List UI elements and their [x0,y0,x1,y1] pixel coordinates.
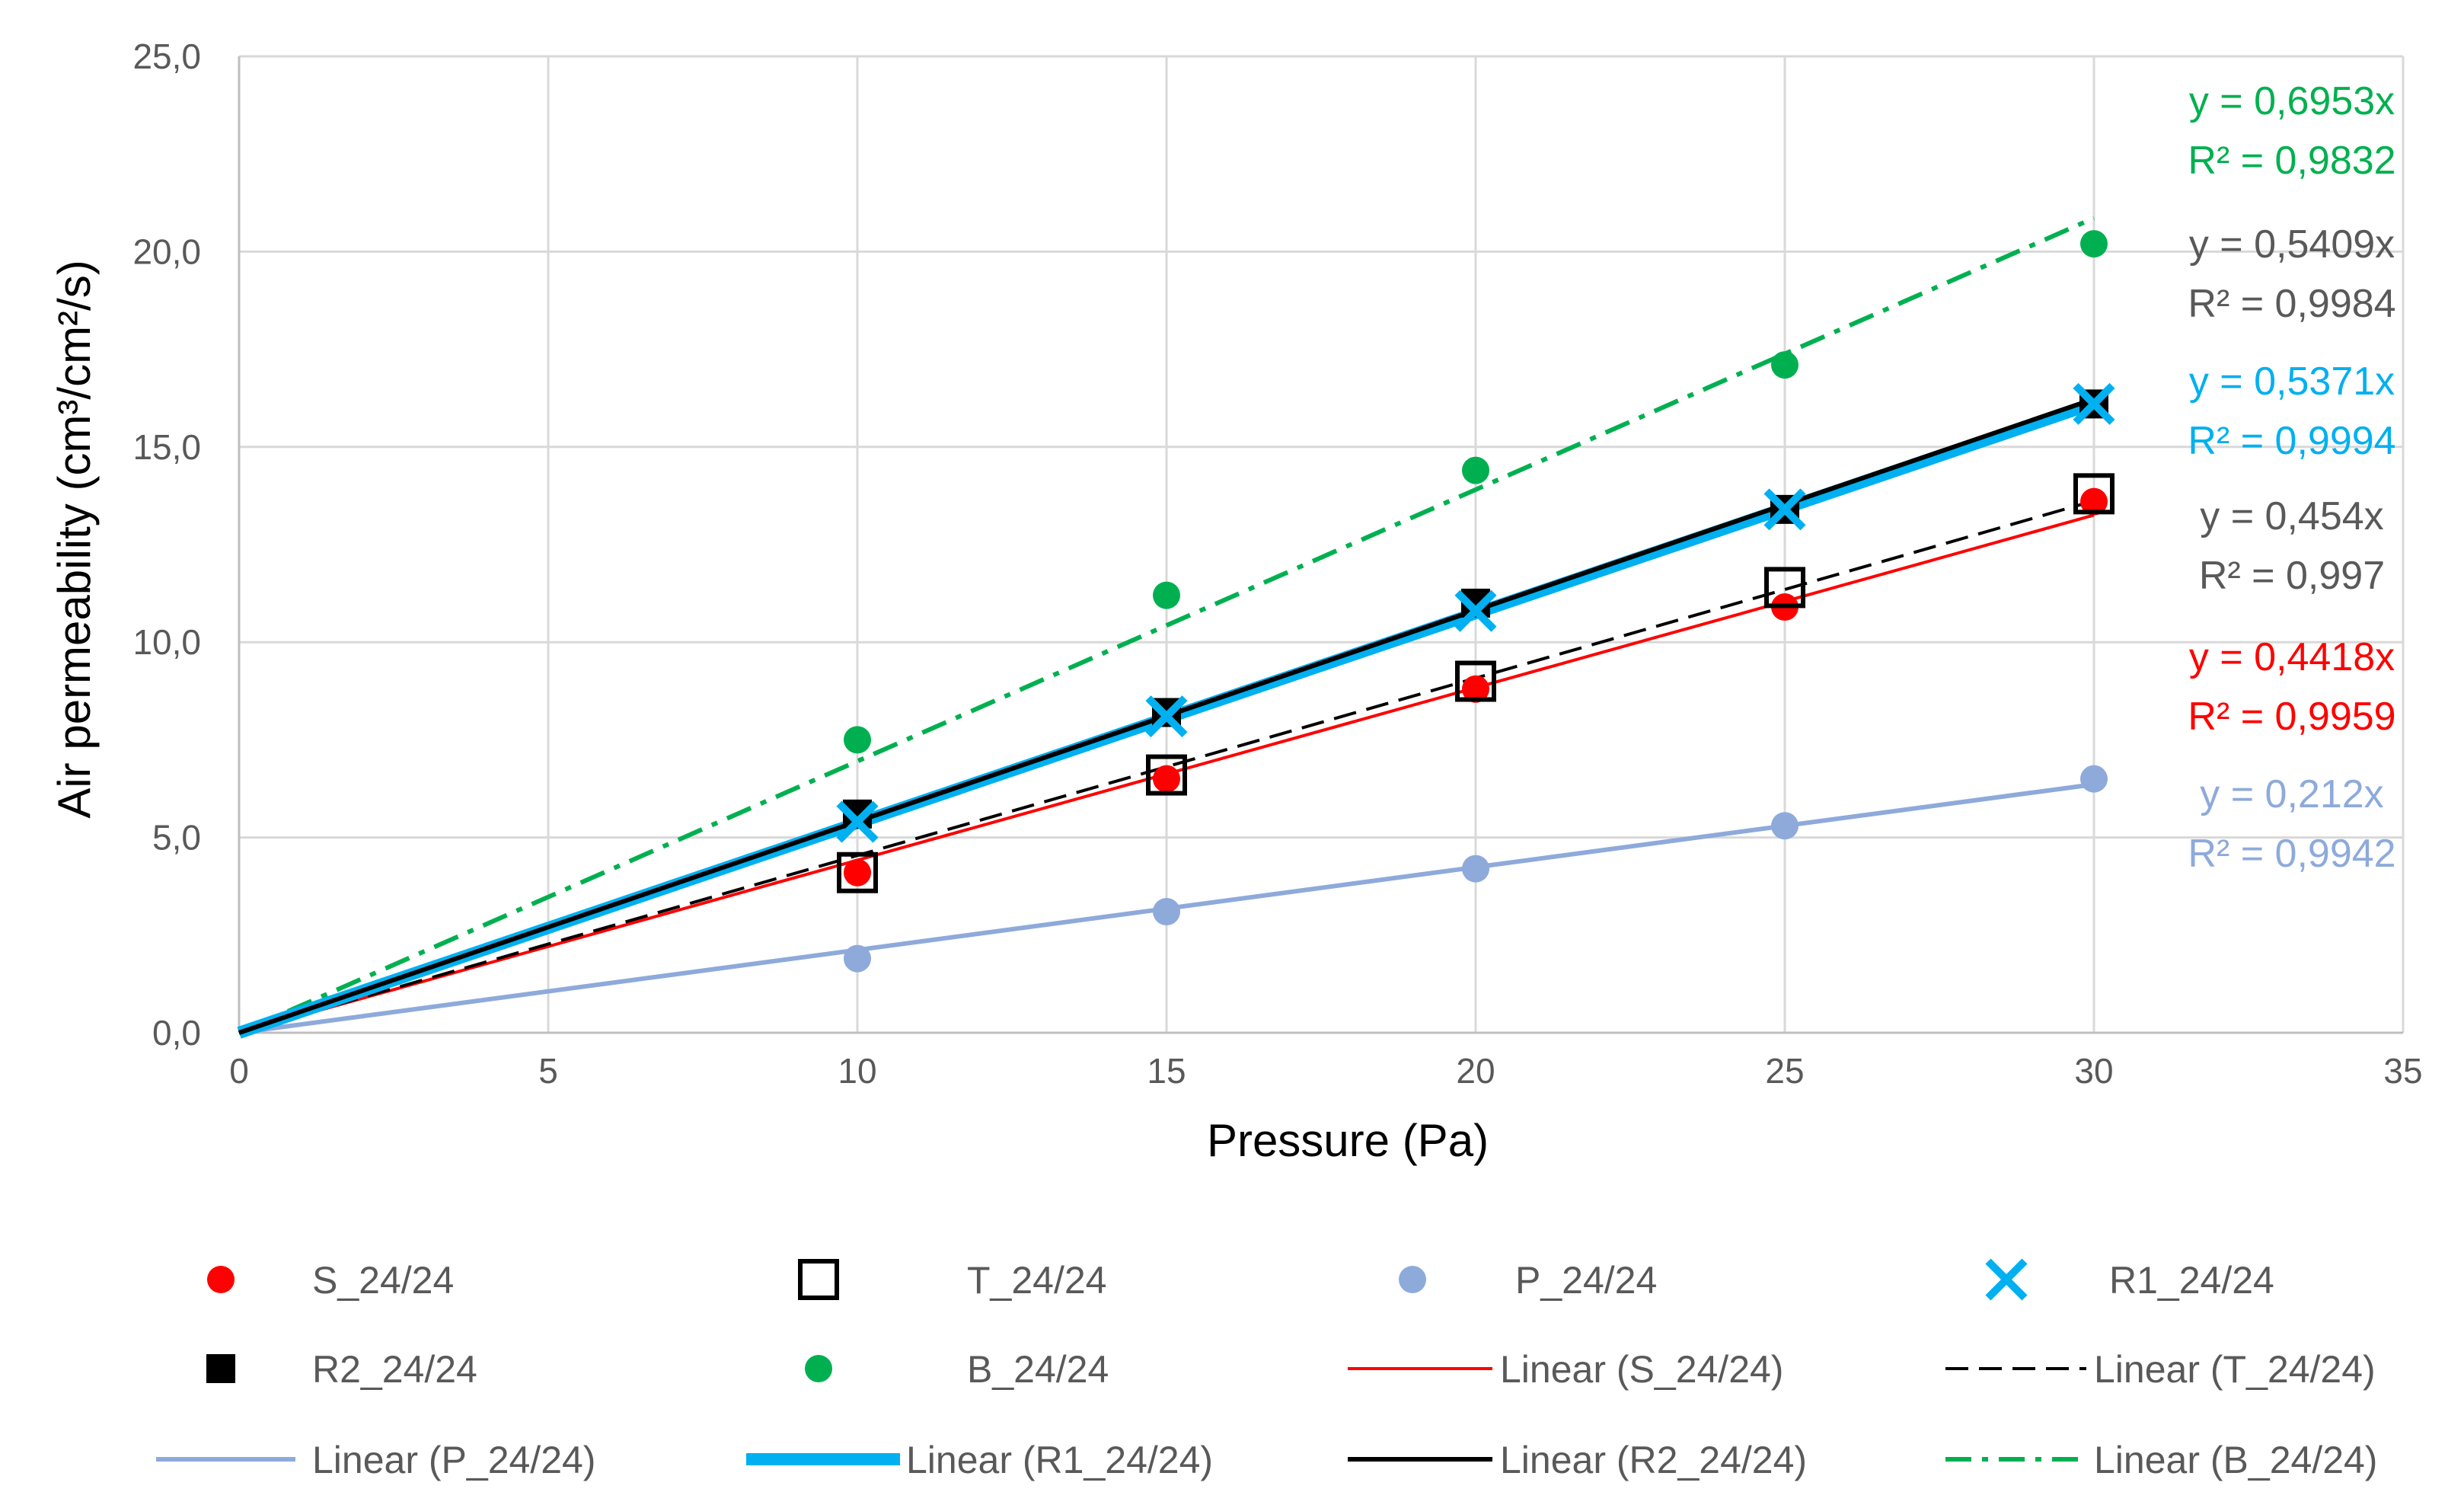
legend-item: B_24/24 [805,1348,1109,1391]
point-b-24-24 [1153,581,1180,609]
point-s-24-24 [1153,765,1180,793]
point-t-24-24 [1455,660,1496,702]
y-tick-label: 0,0 [152,1013,201,1053]
legend-symbol [1985,1258,2028,1301]
point-p-24-24 [2080,765,2108,793]
point-r1-24-24 [2073,382,2115,425]
trendline-equation: y = 0,5409x [2189,222,2395,267]
legend-item: Linear (T_24/24) [1945,1348,2376,1391]
grid-lines [239,55,2405,1033]
x-tick-label: 25 [1765,1051,1804,1091]
trendline-equation: y = 0,454x [2200,494,2383,538]
x-stroke [1454,589,1497,632]
y-tick-label: 20,0 [132,232,201,271]
legend: S_24/24 T_24/24 P_24/24 R1_24/24 R2_24/24 B_2… [156,1258,2377,1481]
y-tick-label: 10,0 [132,622,201,662]
legend-label: Linear (T_24/24) [2094,1348,2376,1391]
x-tick-label: 35 [2383,1051,2422,1091]
x-axis-title: Pressure (Pa) [1207,1115,1489,1166]
trendline-equation: y = 0,212x [2200,772,2383,816]
x-tick-label: 15 [1147,1051,1186,1091]
legend-label: Linear (R1_24/24) [906,1439,1213,1481]
legend-label: B_24/24 [967,1348,1109,1391]
point-t-24-24 [2073,473,2115,515]
point-b-24-24 [2080,230,2108,258]
legend-label: S_24/24 [312,1259,454,1302]
legend-item: S_24/24 [207,1259,454,1302]
x-tick-label: 0 [229,1051,249,1091]
legend-item: Linear (B_24/24) [1945,1439,2377,1481]
legend-label: R1_24/24 [2109,1259,2274,1302]
x-stroke [836,800,879,843]
legend-label: P_24/24 [1515,1259,1657,1302]
x-tick-label: 5 [538,1051,558,1091]
y-tick-label: 5,0 [152,818,201,858]
tick-labels: 0 5 10 15 20 25 30 35 0,0 5,0 10,0 15,0 20,0 25,0 [132,37,2422,1091]
point-r1-24-24 [836,800,879,843]
trendline-linear-b-24-24- [238,216,2095,1035]
point-b-24-24 [1462,456,1489,484]
trendline-r-squared: R² = 0,9959 [2188,695,2395,739]
point-t-24-24 [1146,754,1187,796]
point-t-24-24 [1764,567,1805,609]
x-tick-label: 30 [2074,1051,2113,1091]
point-t-24-24 [837,851,878,893]
point-b-24-24 [844,726,871,754]
legend-symbol [206,1354,235,1383]
legend-symbol [798,1259,839,1300]
trendline-r-squared: R² = 0,9984 [2188,282,2395,326]
point-s-24-24 [2080,487,2108,516]
point-r1-24-24 [1763,488,1806,531]
legend-label: Linear (S_24/24) [1500,1348,1783,1391]
legend-item: Linear (S_24/24) [1348,1348,1783,1391]
axes [238,56,2403,1034]
y-tick-label: 15,0 [132,427,201,467]
legend-symbol [1399,1266,1426,1293]
y-axis-title: Air permeability (cm³/cm²/s) [49,260,100,818]
trendline-r-squared: R² = 0,9942 [2188,832,2395,876]
point-r1-24-24 [1454,589,1497,632]
legend-label: Linear (B_24/24) [2094,1439,2377,1481]
point-p-24-24 [1462,855,1489,883]
x-tick-label: 10 [838,1051,876,1091]
legend-item: Linear (R2_24/24) [1348,1439,1807,1481]
legend-item: Linear (R1_24/24) [746,1439,1213,1481]
point-s-24-24 [844,858,871,887]
legend-label: Linear (P_24/24) [312,1439,595,1481]
trendline-equation: y = 0,4418x [2189,635,2395,679]
x-tick-label: 20 [1456,1051,1495,1091]
point-r1-24-24 [1145,695,1188,738]
trendline-equations: y = 0,6953x R² = 0,9832 y = 0,5409x R² = 0,… [2188,79,2395,876]
legend-item: R1_24/24 [1985,1258,2274,1302]
legend-symbol [805,1355,832,1382]
trendline-equation: y = 0,6953x [2189,79,2395,123]
trendline-linear-t-24-24- [238,499,2095,1034]
legend-item: R2_24/24 [206,1348,477,1391]
point-b-24-24 [1771,351,1799,379]
legend-label: R2_24/24 [312,1348,477,1391]
legend-item: T_24/24 [798,1259,1106,1302]
legend-item: P_24/24 [1399,1259,1657,1302]
legend-item: Linear (P_24/24) [156,1439,595,1481]
legend-symbol [207,1266,235,1293]
x-stroke [1145,695,1188,738]
x-stroke [1763,488,1806,531]
point-p-24-24 [1153,898,1180,926]
data-points [836,230,2115,973]
legend-label: Linear (R2_24/24) [1500,1439,1807,1481]
trendline-r-squared: R² = 0,9832 [2188,139,2395,183]
point-p-24-24 [844,944,871,973]
y-tick-label: 25,0 [132,37,201,76]
x-stroke [1985,1258,2028,1301]
x-stroke [2073,382,2115,425]
trendline-r-squared: R² = 0,997 [2199,554,2385,598]
point-p-24-24 [1771,812,1799,840]
trendline-r-squared: R² = 0,9994 [2188,419,2395,463]
legend-label: T_24/24 [967,1259,1106,1302]
point-s-24-24 [1462,675,1489,703]
trendline-equation: y = 0,5371x [2189,359,2395,404]
